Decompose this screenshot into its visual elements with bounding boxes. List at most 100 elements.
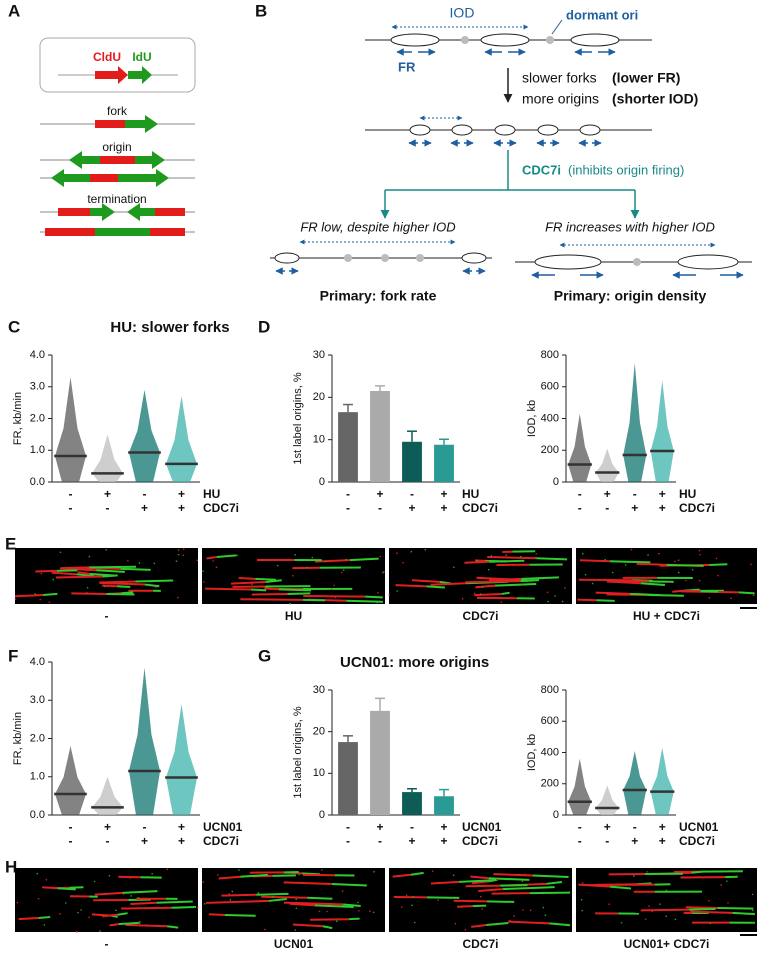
speck <box>490 555 493 557</box>
dot-cloud <box>165 396 198 482</box>
speck <box>236 554 238 557</box>
speck <box>561 600 564 603</box>
condition-sign: - <box>378 834 382 848</box>
condition-sign: + <box>376 820 383 834</box>
speck <box>36 872 39 875</box>
fiber-red <box>264 587 280 591</box>
speck <box>522 909 524 911</box>
speck <box>238 869 240 871</box>
speck <box>674 560 676 563</box>
text-more-origins: more origins <box>522 91 599 107</box>
y-tick-label: 2.0 <box>30 412 45 424</box>
fiber-red <box>218 875 241 880</box>
speck <box>326 910 328 913</box>
dot-cloud <box>623 362 647 482</box>
condition-sign: - <box>143 820 147 834</box>
speck <box>203 903 206 905</box>
speck <box>668 581 670 584</box>
fiber-red <box>470 875 489 880</box>
fiber-green <box>38 915 51 920</box>
fiber-red <box>453 899 488 903</box>
fiber-green <box>365 595 383 599</box>
speck <box>202 570 204 572</box>
micrograph <box>576 868 757 932</box>
label-origin: origin <box>102 140 131 154</box>
fiber-red <box>55 575 103 579</box>
fiber-green <box>216 554 237 558</box>
fiber-red <box>94 891 123 896</box>
fiber-green <box>256 892 289 896</box>
fiber-red <box>457 905 473 908</box>
speck <box>373 870 375 873</box>
fiber-red <box>395 584 427 588</box>
fiber-red <box>99 581 145 586</box>
fiber-green <box>96 569 125 573</box>
y-tick-label: 0 <box>553 809 559 821</box>
condition-name: CDC7i <box>203 834 239 848</box>
y-tick-label: 0.0 <box>30 809 45 821</box>
speck <box>93 880 96 883</box>
condition-sign: - <box>578 501 582 515</box>
condition-sign: - <box>578 820 582 834</box>
fiber-red <box>430 582 466 586</box>
speck <box>295 898 297 901</box>
condition-sign: - <box>69 820 73 834</box>
condition-sign: + <box>141 834 148 848</box>
speck <box>396 590 398 592</box>
y-axis-label: FR, kb/min <box>12 712 24 765</box>
fiber-green <box>302 598 326 602</box>
label-cldu: CldU <box>93 50 121 64</box>
speck <box>632 875 635 877</box>
speck <box>481 586 484 589</box>
image-caption: CDC7i <box>462 937 498 951</box>
fiber-green <box>240 873 268 878</box>
fiber-green <box>287 592 311 595</box>
condition-sign: - <box>633 820 637 834</box>
fiber-green <box>43 592 58 597</box>
fiber-green <box>349 557 379 562</box>
speck <box>324 560 327 563</box>
speck <box>752 594 755 597</box>
speck <box>431 870 434 872</box>
speck <box>611 571 614 574</box>
bar <box>434 796 454 815</box>
fiber-red <box>577 598 597 602</box>
fiber-green <box>314 904 354 908</box>
fiber-green <box>640 582 665 586</box>
speck <box>336 920 338 922</box>
speck <box>138 922 141 925</box>
dot-cloud <box>650 380 674 482</box>
speck <box>139 921 141 923</box>
fiber-red <box>488 577 522 582</box>
y-axis-label: 1st label origins, % <box>292 372 304 465</box>
speck <box>330 588 333 591</box>
speck <box>454 922 457 925</box>
y-tick-label: 600 <box>541 715 559 727</box>
fiber-green <box>500 884 528 887</box>
bar <box>434 444 454 482</box>
speck <box>108 874 111 877</box>
speck <box>411 904 413 907</box>
condition-sign: + <box>659 834 666 848</box>
fiber-red <box>465 884 501 888</box>
condition-sign: + <box>631 501 638 515</box>
speck <box>182 554 184 557</box>
fiber-green <box>144 583 160 588</box>
speck <box>155 586 157 589</box>
micrograph <box>202 868 385 932</box>
panel-label: D <box>258 317 270 336</box>
fiber-green <box>486 921 509 926</box>
speck <box>228 893 231 895</box>
fiber-green <box>106 592 135 596</box>
speck <box>496 878 498 881</box>
condition-name: CDC7i <box>462 501 498 515</box>
speck <box>479 593 482 595</box>
chart: UCN01: more origins 1st label origins, % 0… <box>292 654 502 848</box>
fiber-red <box>206 899 269 904</box>
text-cdc7i-note: (inhibits origin firing) <box>568 162 684 177</box>
speck <box>648 905 650 907</box>
speck <box>699 553 701 556</box>
speck <box>564 587 566 589</box>
